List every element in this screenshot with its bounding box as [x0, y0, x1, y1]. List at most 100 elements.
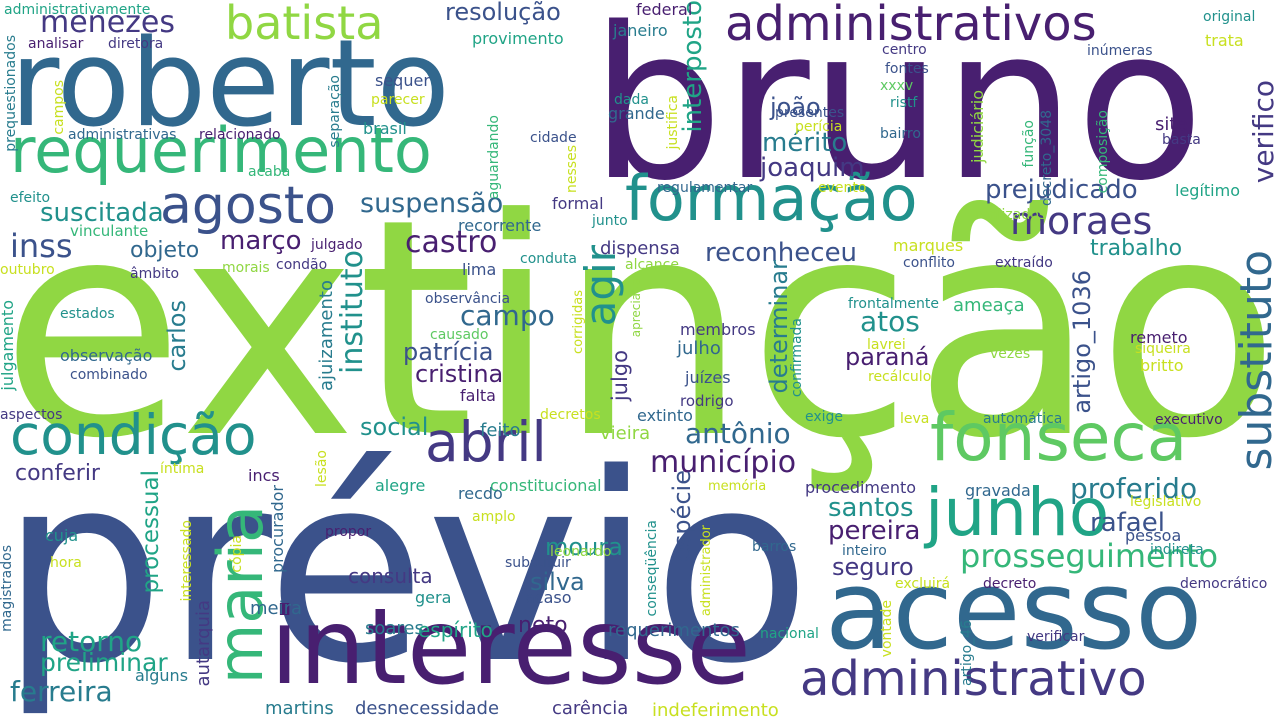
- word-composicao: composição: [1095, 110, 1111, 194]
- word-espirito: espírito: [418, 618, 493, 642]
- word-suscitada: suscitada: [40, 198, 164, 228]
- word-rodrigo: rodrigo: [680, 392, 734, 410]
- word-prosseguimento: prosseguimento: [960, 537, 1219, 575]
- word-interesse: interesse: [270, 586, 751, 708]
- word-desnecessidade: desnecessidade: [355, 698, 500, 719]
- word-soares: soares: [365, 618, 424, 639]
- word-bairro: bairro: [880, 126, 921, 142]
- word-centro: centro: [882, 42, 927, 58]
- word-atos: atos: [860, 305, 920, 338]
- word-substituir: substituir: [505, 555, 571, 571]
- word-condao: condão: [276, 257, 328, 273]
- word-campo: campo: [460, 299, 555, 332]
- word-junto: junto: [592, 213, 628, 229]
- word-analisar: analisar: [28, 36, 84, 52]
- word-recorrente: recorrente: [458, 216, 542, 235]
- word-alegre: alegre: [375, 476, 426, 495]
- word-inteiro: inteiro: [842, 543, 887, 559]
- word-inumeras: inúmeras: [1087, 43, 1153, 59]
- word-formacao: formação: [625, 162, 918, 235]
- word-pessoa: pessoa: [1125, 526, 1182, 545]
- word-retorno: retorno: [40, 625, 143, 658]
- word-grande: grande: [608, 104, 665, 123]
- word-decreto-3048: decreto_3048: [1039, 110, 1055, 206]
- word-administrativamente: administrativamente: [4, 2, 151, 18]
- word-conflito: conflito: [903, 255, 955, 271]
- word-feito: feito: [480, 420, 521, 441]
- word-copia: cópia: [229, 535, 245, 573]
- word-vinculante: vinculante: [70, 222, 149, 240]
- word-lima: lima: [462, 260, 497, 279]
- word-morais: morais: [222, 260, 270, 276]
- word-antonio: antônio: [685, 417, 791, 450]
- word-julgado: julgado: [311, 237, 363, 253]
- word-trata: trata: [1205, 31, 1244, 50]
- word-pereira: pereira: [828, 516, 921, 546]
- word-gera: gera: [415, 588, 452, 607]
- word-determinar: determinar: [765, 260, 793, 394]
- word-condicao: condição: [10, 403, 257, 467]
- word-nacional: nacional: [760, 626, 819, 642]
- word-verificar: verificar: [1027, 629, 1085, 645]
- word-requerimentos: requerimentos: [608, 620, 740, 641]
- word-conferir: conferir: [15, 461, 100, 486]
- word-juizes: juízes: [685, 368, 731, 387]
- word-democratico: democrático: [1180, 576, 1268, 592]
- word-federal: federal: [636, 0, 693, 19]
- word-aspectos: aspectos: [0, 407, 63, 423]
- word-pericia: perícia: [795, 119, 843, 135]
- word-observacao: observação: [60, 346, 153, 365]
- word-maria: maria: [204, 505, 277, 685]
- word-prequestionados: prequestionados: [3, 35, 19, 152]
- word-magistrados: magistrados: [0, 545, 15, 632]
- word-constitucional: constitucional: [490, 476, 602, 495]
- word-acaba: acaba: [248, 164, 291, 180]
- word-decretos: decretos: [540, 407, 601, 423]
- word-corrigidas: corrigidas: [571, 290, 586, 355]
- word-ameaca: ameaça: [953, 295, 1025, 316]
- word-frontalmente: frontalmente: [848, 296, 939, 312]
- word-administrativos: administrativos: [725, 0, 1097, 52]
- word-joaquim: joaquim: [760, 153, 865, 183]
- word-membros: membros: [680, 320, 756, 339]
- word-alcance: alcance: [625, 257, 679, 273]
- word-inss: inss: [10, 227, 73, 265]
- word-procedimento: procedimento: [805, 478, 917, 497]
- word-provimento: provimento: [472, 29, 564, 48]
- word-agosto: agosto: [160, 176, 336, 236]
- word-causado: causado: [430, 327, 489, 343]
- word-instituto: instituto: [335, 250, 370, 374]
- word-lavrei: lavrei: [867, 337, 906, 353]
- word-substituto: substituto: [1231, 250, 1280, 471]
- word-extincao: extinção: [0, 155, 1280, 504]
- word-recdo: recdo: [458, 484, 503, 503]
- word-abril: abril: [425, 410, 547, 474]
- word-propor: propor: [325, 524, 372, 540]
- word-intima: íntima: [160, 461, 205, 477]
- word-verifico: verifico: [1247, 80, 1280, 184]
- word-funcao: função: [1021, 120, 1037, 168]
- word-joao: joão: [770, 93, 821, 121]
- word-fontes: fontes: [885, 61, 929, 77]
- word-conduta: conduta: [520, 251, 577, 267]
- word-suspensao: suspensão: [360, 188, 504, 219]
- word-parecer: parecer: [371, 92, 425, 108]
- word-ferreira: ferreira: [10, 675, 113, 708]
- word-junho: junho: [925, 474, 1110, 551]
- word-proferido: proferido: [1070, 472, 1198, 505]
- word-extraido: extraído: [995, 255, 1053, 271]
- word-legislativo: legislativo: [1130, 494, 1202, 510]
- word-batista: batista: [225, 0, 384, 50]
- word-menezes: menezes: [40, 5, 175, 40]
- word-municipio: município: [650, 445, 797, 480]
- word-cidade: cidade: [530, 130, 577, 146]
- word-incs: incs: [248, 466, 280, 485]
- word-diretora: diretora: [108, 36, 164, 52]
- word-ajuizamento: ajuizamento: [316, 280, 337, 392]
- word-siqueira: siqueira: [1135, 341, 1191, 357]
- word-martins: martins: [265, 698, 334, 719]
- word-lesao: lesão: [314, 450, 330, 487]
- word-confirmada: confirmada: [789, 318, 805, 398]
- word-prejudicado: prejudicado: [985, 175, 1138, 205]
- word-combinado: combinado: [70, 367, 148, 383]
